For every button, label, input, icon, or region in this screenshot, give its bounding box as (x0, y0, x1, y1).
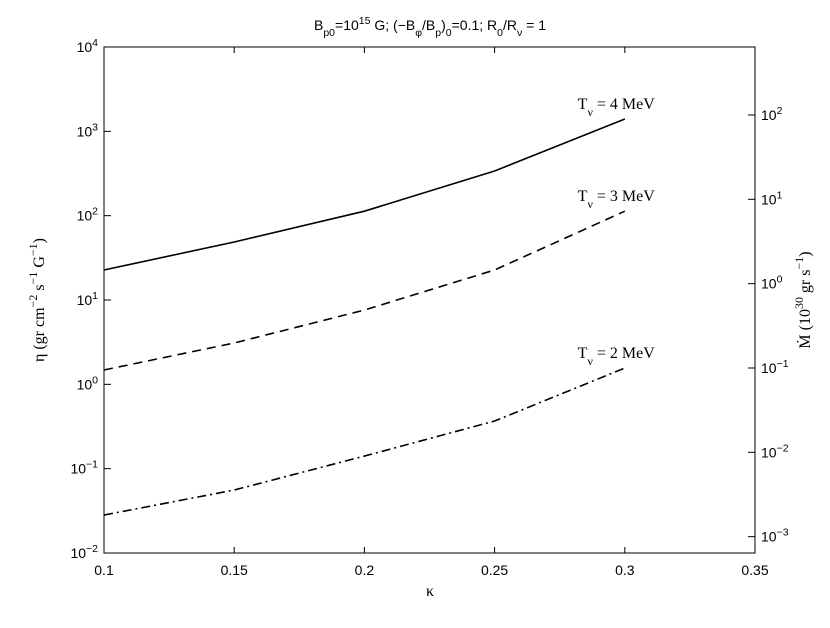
y2-tick-label: 100 (761, 274, 783, 292)
y2-axis-label: Ṁ (1030 gr s−1) (792, 251, 814, 348)
y-tick-label: 101 (77, 290, 99, 308)
y-tick-label: 103 (77, 121, 99, 139)
y-tick-label: 102 (77, 206, 99, 224)
series-label: Tν = 4 MeV (578, 96, 656, 119)
plot-frame (103, 46, 756, 554)
x-tick-label: 0.1 (94, 562, 114, 578)
series-line (103, 118, 626, 271)
y-tick-label: 100 (77, 374, 99, 392)
x-tick-label: 0.2 (355, 562, 375, 578)
y2-tick-label: 10−3 (761, 527, 789, 545)
series-label: Tν = 3 MeV (578, 188, 656, 211)
y-tick-label: 10−1 (70, 459, 98, 477)
x-tick-label: 0.35 (741, 562, 768, 578)
x-tick-label: 0.25 (481, 562, 508, 578)
x-tick-label: 0.15 (221, 562, 248, 578)
x-tick-label: 0.3 (615, 562, 635, 578)
y2-tick-label: 101 (761, 189, 783, 207)
y-tick-label: 104 (77, 37, 99, 55)
series-line (103, 210, 626, 371)
series-line (103, 367, 626, 516)
x-axis-label: κ (426, 583, 434, 600)
y2-tick-label: 10−1 (761, 358, 789, 376)
chart-title: Bp0=1015 G; (−Bφ/Bp)0=0.1; R0/Rν = 1 (314, 15, 546, 39)
y2-tick-label: 102 (761, 105, 783, 123)
series-label: Tν = 2 MeV (578, 345, 656, 368)
y2-tick-label: 10−2 (761, 442, 789, 460)
y-axis-label: η (gr cm−2 s−1 G−1) (26, 238, 48, 362)
y-tick-label: 10−2 (70, 543, 98, 561)
